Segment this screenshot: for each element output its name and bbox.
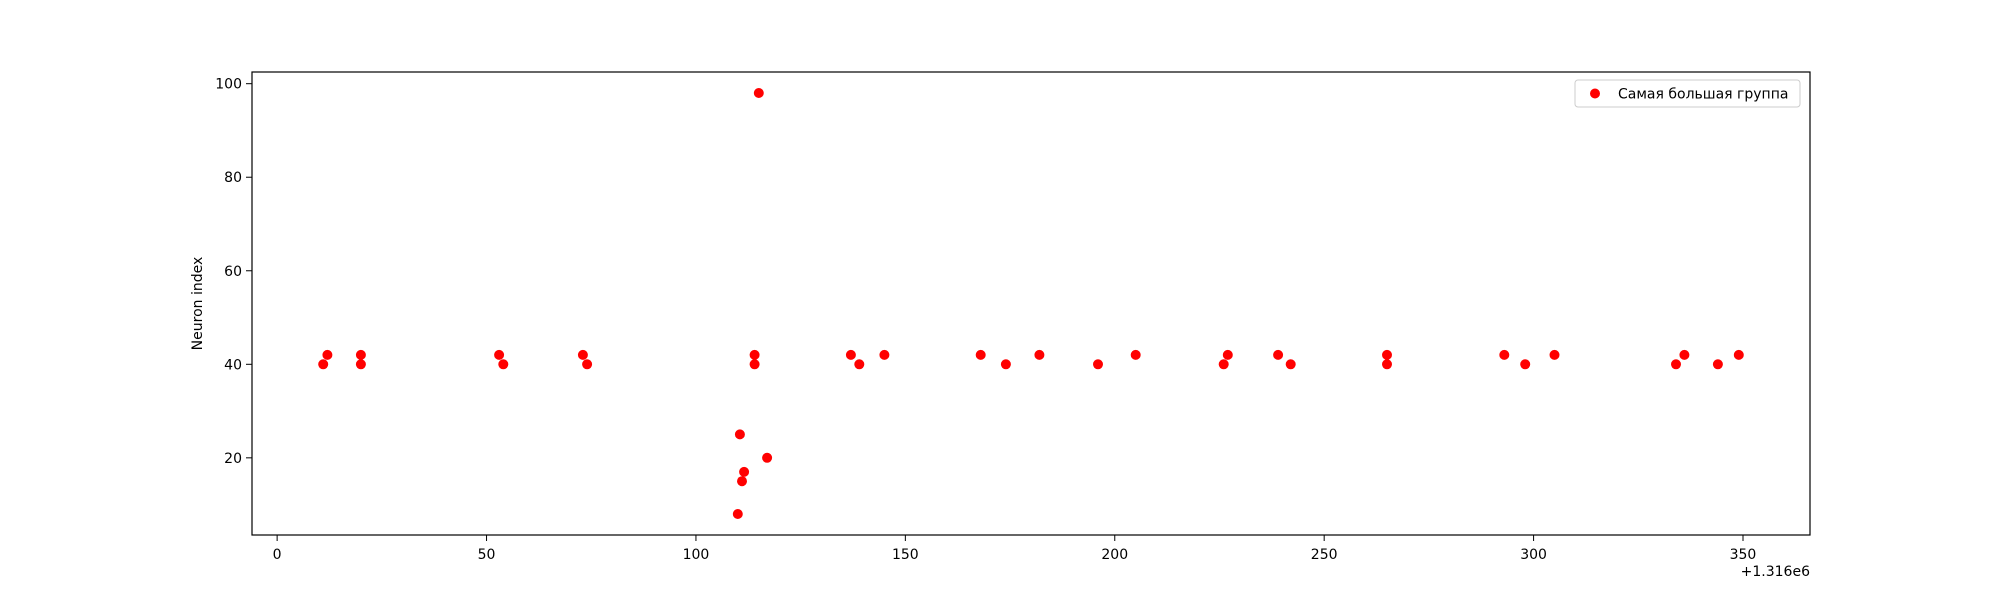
- data-point: [1712, 359, 1723, 370]
- data-point: [845, 349, 856, 360]
- data-point: [1382, 349, 1392, 360]
- data-point: [322, 349, 333, 360]
- legend: Самая большая группа: [1574, 79, 1801, 108]
- x-axis-ticks: 0 50 100 150 200 250 300 350: [273, 535, 1757, 563]
- x-tick-label: 250: [1311, 547, 1338, 563]
- x-axis-offset-label: +1.316e6: [1741, 564, 1810, 580]
- y-axis-ticks: 20 40 60 80 100: [215, 77, 252, 467]
- data-point: [1285, 359, 1296, 370]
- y-tick-label: 20: [224, 451, 242, 467]
- data-point: [762, 452, 773, 463]
- data-point: [318, 359, 329, 370]
- data-point: [732, 509, 743, 519]
- data-point: [1549, 349, 1560, 360]
- data-point: [582, 359, 593, 370]
- data-point: [749, 359, 760, 370]
- x-tick-label: 50: [478, 547, 496, 563]
- data-point: [1000, 359, 1011, 370]
- data-point: [1218, 359, 1229, 370]
- data-point: [355, 359, 366, 370]
- data-point: [753, 88, 764, 98]
- legend-label: Самая большая группа: [1618, 87, 1788, 103]
- data-point: [1382, 359, 1392, 370]
- axes-frame: [251, 71, 1811, 536]
- y-tick-label: 100: [215, 77, 242, 93]
- x-tick-label: 350: [1730, 547, 1757, 563]
- x-tick-label: 0: [273, 547, 282, 563]
- x-tick-label: 200: [1101, 547, 1128, 563]
- data-point: [1222, 349, 1233, 360]
- data-point: [1520, 359, 1531, 370]
- y-tick-label: 60: [224, 264, 242, 280]
- data-point: [577, 349, 588, 360]
- data-point: [1671, 359, 1681, 370]
- legend-marker: [1590, 88, 1600, 99]
- data-point: [355, 349, 366, 360]
- data-point: [879, 349, 890, 360]
- data-point: [1679, 349, 1690, 360]
- y-tick-label: 80: [224, 170, 242, 186]
- y-tick-label: 40: [224, 357, 242, 373]
- data-point: [1130, 349, 1141, 360]
- data-point: [737, 476, 747, 487]
- data-point: [739, 466, 750, 477]
- data-point: [494, 349, 505, 360]
- data-point: [1034, 349, 1045, 360]
- data-point: [749, 349, 760, 360]
- data-point: [498, 359, 509, 370]
- x-tick-label: 150: [892, 547, 919, 563]
- data-points: [318, 88, 1744, 519]
- data-point: [1733, 349, 1744, 360]
- y-axis-label: Neuron index: [190, 257, 206, 351]
- x-tick-label: 300: [1520, 547, 1547, 563]
- data-point: [975, 349, 986, 360]
- data-point: [1093, 359, 1103, 370]
- data-point: [854, 359, 865, 370]
- data-point: [1499, 349, 1510, 360]
- data-point: [1273, 349, 1284, 360]
- data-point: [734, 429, 745, 440]
- legend-box: [1574, 79, 1801, 108]
- x-tick-label: 100: [683, 547, 710, 563]
